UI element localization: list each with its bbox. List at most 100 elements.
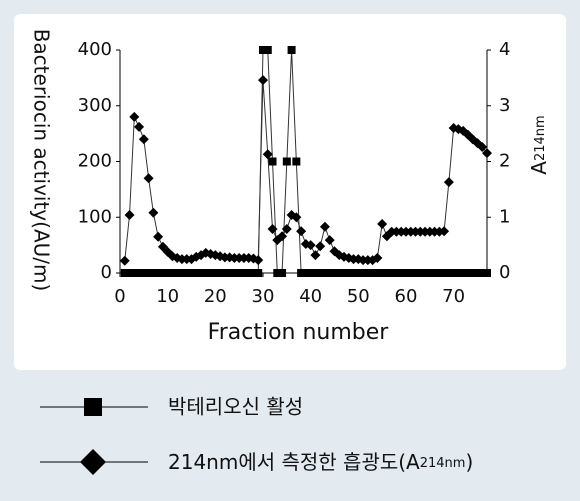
square-marker: [330, 269, 339, 277]
y2-axis-label: A214nm: [527, 115, 551, 174]
square-marker: [311, 269, 320, 277]
square-marker: [249, 269, 258, 277]
diamond-marker: [305, 240, 316, 251]
x-tick-label: 10: [156, 286, 179, 307]
square-marker: [387, 269, 396, 277]
square-marker: [483, 269, 491, 277]
square-marker: [354, 269, 363, 277]
square-marker: [468, 269, 477, 277]
square-marker: [425, 269, 434, 277]
diamond-marker: [477, 142, 488, 153]
square-marker: [349, 269, 358, 277]
square-marker: [268, 157, 277, 166]
diamond-marker: [377, 218, 388, 229]
y-tick-label: 100: [78, 206, 112, 227]
diamond-marker: [267, 223, 278, 234]
square-marker: [397, 269, 406, 277]
square-marker: [344, 269, 353, 277]
x-tick-label: 60: [395, 286, 418, 307]
square-marker: [154, 269, 163, 277]
diamond-marker: [138, 134, 149, 145]
y-axis-label: Bacteriocin activity(AU/m): [30, 29, 54, 292]
square-marker: [406, 269, 415, 277]
diamond-marker: [119, 255, 130, 266]
diamond-marker: [291, 212, 302, 223]
square-marker: [363, 269, 372, 277]
y2-label-sub: 214nm: [533, 115, 548, 161]
legend-part: 214nm에서 측정한 흡광도(A: [168, 450, 420, 474]
square-marker: [340, 269, 349, 277]
x-tick-label: 50: [347, 286, 370, 307]
square-marker: [144, 269, 153, 277]
square-marker: [320, 269, 329, 277]
square-marker: [401, 269, 410, 277]
y2-tick-label: 1: [499, 206, 510, 227]
x-tick-label: 70: [442, 286, 465, 307]
square-marker: [325, 269, 334, 277]
square-marker: [273, 269, 282, 277]
square-marker: [335, 269, 344, 277]
square-marker: [287, 46, 296, 54]
diamond-marker: [439, 226, 450, 237]
square-marker: [139, 269, 148, 277]
diamond-marker: [296, 226, 307, 237]
square-marker: [173, 269, 182, 277]
square-marker: [220, 269, 229, 277]
y2-tick-label: 0: [499, 262, 510, 283]
square-marker: [278, 269, 287, 277]
diamond-marker: [367, 255, 378, 266]
diamond-marker: [482, 148, 492, 159]
diamond-marker: [124, 210, 135, 221]
square-marker: [463, 269, 472, 277]
square-marker: [120, 269, 129, 277]
diamond-marker: [153, 231, 164, 242]
square-marker: [382, 269, 391, 277]
diamond-marker: [148, 207, 159, 218]
square-marker: [473, 269, 482, 277]
square-marker: [316, 269, 325, 277]
square-marker: [378, 269, 387, 277]
square-marker: [135, 269, 144, 277]
diamond-marker: [372, 252, 383, 263]
diamond-marker: [253, 255, 264, 266]
square-marker: [216, 269, 225, 277]
x-axis-label: Fraction number: [208, 320, 390, 345]
square-marker: [368, 269, 377, 277]
square-marker: [187, 269, 196, 277]
y2-tick-label: 3: [499, 95, 510, 116]
diamond-marker: [443, 177, 454, 188]
square-marker: [230, 269, 239, 277]
x-tick-label: 30: [252, 286, 275, 307]
square-marker: [130, 269, 139, 277]
diamond-marker: [281, 223, 292, 234]
square-marker: [192, 269, 201, 277]
square-marker: [201, 269, 210, 277]
x-tick-label: 20: [204, 286, 227, 307]
square-marker: [421, 269, 430, 277]
square-marker: [440, 269, 449, 277]
x-tick-label: 0: [114, 286, 125, 307]
square-marker: [359, 269, 368, 277]
square-marker: [292, 157, 301, 166]
square-marker: [163, 269, 172, 277]
diamond-marker: [248, 253, 259, 264]
square-marker: [306, 269, 315, 277]
square-marker: [235, 269, 244, 277]
legend-square: [84, 398, 102, 416]
diamond-marker: [324, 235, 335, 246]
square-marker: [125, 269, 134, 277]
legend-label: 214nm에서 측정한 흡광도(A214nm): [168, 450, 473, 474]
legend-part: 214nm: [420, 456, 466, 471]
square-marker: [373, 269, 382, 277]
square-marker: [297, 269, 306, 277]
plot-panel: [14, 14, 566, 370]
diamond-marker: [310, 250, 321, 261]
y-tick-label: 200: [78, 151, 112, 172]
y-tick-label: 400: [78, 39, 112, 60]
square-marker: [301, 269, 310, 277]
legend-label: 박테리오신 활성: [168, 395, 303, 419]
square-marker: [416, 269, 425, 277]
diamond-marker: [277, 231, 288, 242]
square-marker: [149, 269, 158, 277]
